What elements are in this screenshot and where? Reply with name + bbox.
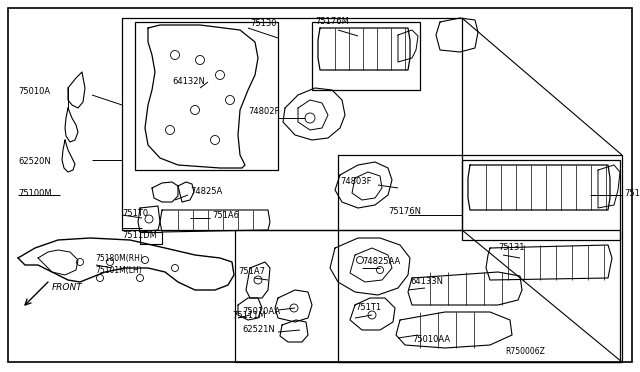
Text: 75180M(RH): 75180M(RH)	[95, 253, 143, 263]
Text: R750006Z: R750006Z	[505, 347, 545, 356]
Text: 74803F: 74803F	[340, 177, 371, 186]
Bar	[462, 160, 620, 240]
Text: 75130: 75130	[250, 19, 276, 29]
Bar	[235, 230, 620, 362]
Text: 62521N: 62521N	[242, 326, 275, 334]
Bar	[122, 18, 462, 230]
Bar	[135, 22, 278, 170]
Text: 75176N: 75176N	[388, 208, 421, 217]
Text: 75010AA: 75010AA	[242, 308, 280, 317]
Text: 751A6: 751A6	[212, 211, 239, 219]
Text: 751A7: 751A7	[238, 267, 265, 276]
Text: 75131: 75131	[498, 244, 525, 253]
Text: 75010A: 75010A	[18, 87, 50, 96]
Text: 74825A: 74825A	[190, 187, 222, 196]
Text: 64133N: 64133N	[410, 278, 443, 286]
Text: 75100M: 75100M	[18, 189, 52, 198]
Text: 75176M: 75176M	[315, 17, 349, 26]
Bar	[338, 155, 622, 362]
Text: 75111M: 75111M	[232, 311, 266, 320]
Text: 75101M(LH): 75101M(LH)	[95, 266, 141, 275]
Text: 74825AA: 74825AA	[362, 257, 400, 266]
Text: 62520N: 62520N	[18, 157, 51, 167]
Bar	[312, 22, 420, 90]
Text: 751T0: 751T0	[122, 208, 148, 218]
Text: 75010AA: 75010AA	[412, 336, 450, 344]
Text: 74802F: 74802F	[248, 108, 280, 116]
Text: 64132N: 64132N	[172, 77, 205, 87]
Text: 7511DM: 7511DM	[122, 231, 157, 240]
Text: 75101M: 75101M	[624, 189, 640, 198]
Text: 751T1: 751T1	[355, 304, 381, 312]
Text: FRONT: FRONT	[52, 283, 83, 292]
